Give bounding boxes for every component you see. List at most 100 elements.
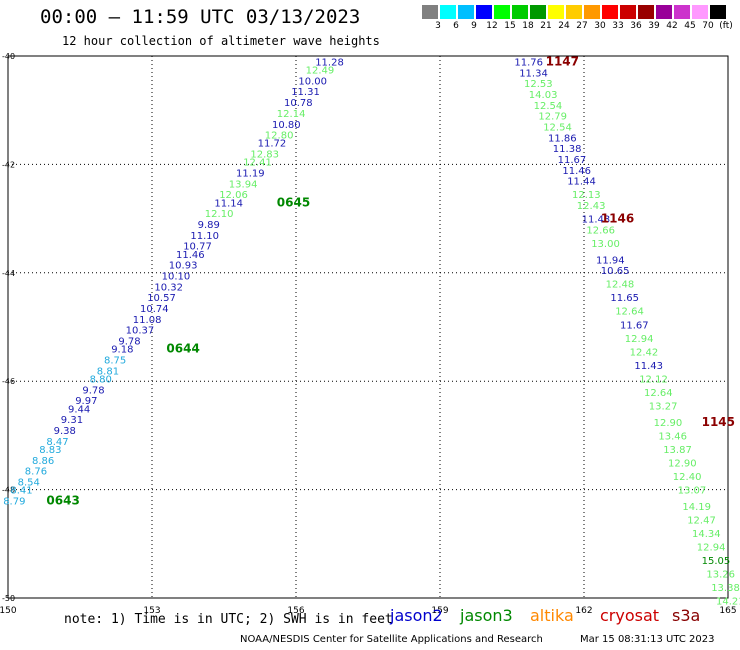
wave-height-point: 10.80 — [272, 120, 301, 131]
wave-height-point: 11.72 — [258, 139, 287, 150]
wave-height-point: 11.76 — [514, 57, 543, 68]
wave-height-point: 12.90 — [654, 418, 683, 429]
wave-height-point: 10.74 — [140, 304, 169, 315]
wave-height-point: 12.12 — [639, 374, 668, 385]
wave-height-point: 11.38 — [553, 144, 582, 155]
scale-swatch — [530, 5, 546, 19]
wave-height-point: 13.94 — [229, 179, 258, 190]
scale-label: 36 — [630, 21, 642, 31]
x-tick-label: 156 — [287, 606, 304, 616]
wave-height-point: 12.42 — [630, 347, 659, 358]
wave-height-point: 8.80 — [90, 374, 112, 385]
wave-height-point: 8.86 — [32, 456, 54, 467]
scale-swatch — [458, 5, 474, 19]
wave-height-point: 14.21 — [716, 597, 740, 608]
time-label: 0644 — [166, 342, 199, 356]
wave-height-point: 12.90 — [668, 459, 697, 470]
wave-height-point: 11.10 — [190, 231, 219, 242]
wave-height-point: 9.44 — [68, 404, 90, 415]
wave-height-point: 11.86 — [548, 133, 577, 144]
wave-height-point: 9.31 — [61, 415, 83, 426]
scale-label: 21 — [540, 21, 552, 31]
wave-height-point: 12.06 — [219, 190, 248, 201]
wave-height-point: 14.03 — [529, 90, 558, 101]
scale-swatch — [566, 5, 582, 19]
wave-height-point: 8.76 — [25, 467, 47, 478]
wave-height-point: 14.34 — [692, 529, 721, 540]
wave-height-point: 11.67 — [558, 155, 587, 166]
wave-height-point: 11.14 — [214, 198, 243, 209]
satellite-jason3: jason3 — [460, 606, 513, 625]
wave-height-point: 12.66 — [586, 225, 615, 236]
satellite-cryosat: cryosat — [600, 606, 660, 625]
wave-height-point: 12.41 — [243, 158, 272, 169]
scale-label: 15 — [504, 21, 516, 31]
chart-subtitle: 12 hour collection of altimeter wave hei… — [62, 34, 380, 48]
wave-height-point: 10.57 — [147, 293, 176, 304]
wave-height-point: 8.83 — [39, 445, 61, 456]
wave-height-point: 11.34 — [519, 68, 548, 79]
wave-height-point: 12.49 — [306, 66, 335, 77]
wave-height-point: 11.31 — [291, 87, 320, 98]
wave-height-point: 10.93 — [169, 261, 198, 272]
scale-label: 9 — [471, 21, 477, 31]
scale-label: 3 — [435, 21, 441, 31]
wave-height-point: 13.27 — [649, 402, 678, 413]
wave-height-point: 13.38 — [711, 583, 740, 594]
wave-height-point: 10.00 — [298, 76, 327, 87]
wave-height-point: 12.54 — [534, 101, 563, 112]
wave-height-point: 12.47 — [687, 515, 716, 526]
wave-height-point: 12.94 — [697, 543, 726, 554]
wave-height-point: 10.77 — [183, 242, 212, 253]
wave-height-point: 11.43 — [582, 215, 611, 226]
wave-height-point: 11.43 — [634, 361, 663, 372]
time-label: 1146 — [601, 212, 634, 226]
scale-label: 70 — [702, 21, 714, 31]
scale-swatch — [422, 5, 438, 19]
y-tick-label: -48 — [2, 486, 15, 495]
wave-height-point: 11.46 — [176, 250, 205, 261]
wave-height-point: 12.13 — [572, 190, 601, 201]
wave-height-point: 11.67 — [620, 320, 649, 331]
y-tick-label: -44 — [2, 269, 15, 278]
scale-swatch — [692, 5, 708, 19]
wave-height-point: 12.40 — [673, 472, 702, 483]
time-label: 1147 — [546, 54, 579, 68]
wave-height-point: 9.78 — [118, 337, 140, 348]
wave-height-point: 12.64 — [615, 307, 644, 318]
scale-swatch — [494, 5, 510, 19]
wave-height-point: 11.08 — [133, 315, 162, 326]
time-label: 0643 — [46, 493, 79, 507]
wave-height-point: 8.47 — [46, 437, 68, 448]
scale-label: (ft) — [719, 21, 733, 31]
wave-height-point: 8.54 — [18, 477, 40, 488]
wave-height-point: 11.44 — [567, 177, 596, 188]
wave-height-point: 12.64 — [644, 388, 673, 399]
y-tick-label: -40 — [2, 52, 15, 61]
scale-label: 33 — [612, 21, 624, 31]
wave-height-point: 13.00 — [591, 239, 620, 250]
scale-swatch — [638, 5, 654, 19]
x-tick-label: 159 — [431, 606, 448, 616]
wave-height-point: 12.94 — [625, 334, 654, 345]
scale-swatch — [584, 5, 600, 19]
time-label: 1145 — [702, 415, 735, 429]
wave-height-point: 12.83 — [250, 150, 279, 161]
wave-height-point: 8.81 — [97, 366, 119, 377]
x-tick-label: 165 — [719, 606, 736, 616]
satellite-s3a: s3a — [672, 606, 701, 625]
x-tick-label: 150 — [0, 606, 17, 616]
wave-height-point: 12.79 — [538, 112, 567, 123]
scale-swatch — [548, 5, 564, 19]
x-tick-label: 162 — [575, 606, 592, 616]
scale-swatch — [656, 5, 672, 19]
wave-height-point: 11.19 — [236, 169, 265, 180]
wave-height-point: 14.19 — [682, 502, 711, 513]
wave-height-point: 10.65 — [601, 266, 630, 277]
scale-label: 18 — [522, 21, 534, 31]
y-tick-label: -46 — [2, 377, 15, 386]
wave-height-point: 13.26 — [706, 570, 735, 581]
wave-height-point: 11.94 — [596, 255, 625, 266]
wave-height-point: 10.32 — [154, 282, 183, 293]
wave-height-point: 12.80 — [265, 131, 294, 142]
